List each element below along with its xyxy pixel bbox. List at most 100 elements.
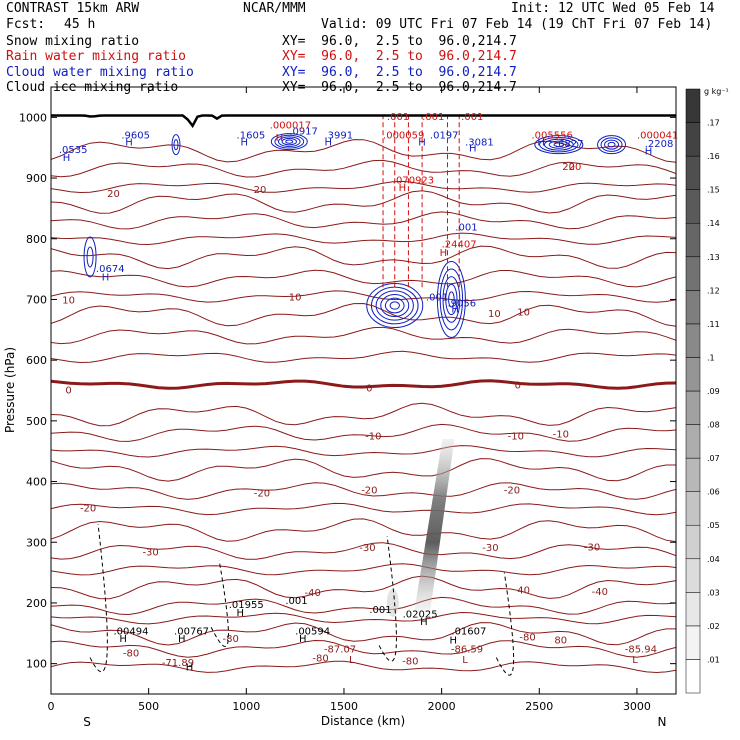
extremum-label: H	[186, 663, 194, 674]
extremum-label: .001	[422, 112, 444, 123]
extremum-label: H	[420, 617, 428, 628]
colorbar-swatch	[685, 122, 701, 157]
isotherm-line	[51, 502, 676, 516]
cloud-water-contour	[281, 137, 297, 146]
extremum-label: H	[645, 147, 653, 158]
extremum-label: .0535	[59, 145, 88, 156]
cloud-water-contour	[442, 276, 461, 323]
extremum-label: .000059	[383, 130, 424, 141]
cloud-water-contour	[277, 136, 301, 147]
isotherm-line	[51, 575, 676, 600]
x-tick-label: 1000	[232, 700, 260, 713]
model-label: CONTRAST 15km ARW	[6, 1, 140, 16]
isotherm-label: -30	[142, 547, 158, 558]
y-tick-label: 200	[26, 597, 47, 610]
isotherm-line	[51, 350, 676, 364]
extremum-label: 20	[569, 162, 582, 173]
extremum-label: H	[418, 138, 426, 149]
colorbar-tick-label: .17	[707, 119, 720, 128]
extremum-label: .0917	[289, 127, 318, 138]
x-axis-ticks: 0 500 1000 1500 2000 2500 3000	[48, 87, 651, 713]
isotherm-line	[51, 245, 676, 270]
colorbar-swatch	[685, 424, 701, 459]
cloud-water-contour	[370, 286, 419, 325]
colorbar: .01 .02 .03 .04 .05 .06 .07 .08 .09 .1 .11 .12 .13 .1…	[685, 88, 720, 694]
y-tick-label: 600	[26, 354, 47, 367]
cloud-water-contour	[270, 133, 308, 151]
extremum-label: H	[63, 153, 71, 164]
cloud-water-contour	[553, 142, 565, 147]
colorbar-tick-label: .16	[707, 152, 720, 161]
colorbar-swatch	[685, 457, 701, 492]
colorbar-swatch	[685, 88, 701, 123]
isotherm-line	[51, 423, 676, 442]
colorbar-swatch	[685, 222, 701, 258]
x-tick-label: 2000	[428, 700, 456, 713]
colorbar-swatch	[685, 155, 701, 190]
colorbar-swatch	[685, 625, 701, 660]
extremum-label: .01955	[229, 600, 264, 611]
isotherm-label: -87.07	[324, 644, 356, 655]
y-tick-label: 700	[26, 293, 47, 306]
isotherm-label: 10	[517, 308, 530, 319]
cloud-water-contour	[439, 268, 464, 331]
extremum-label: H	[440, 248, 448, 259]
colorbar-tick-label: .12	[707, 286, 720, 295]
extremum-label: H	[119, 634, 127, 645]
cloud-water-contour	[597, 135, 627, 155]
x-left-end-label: S	[83, 715, 91, 729]
x-axis-label: Distance (km)	[321, 714, 405, 728]
cloud-water-contour	[171, 134, 181, 156]
isotherm-label: 20	[254, 185, 267, 196]
fcst-value: 45 h	[64, 17, 96, 32]
isotherm-line	[51, 290, 676, 303]
field-cloudwater-name: Cloud water mixing ratio	[6, 65, 194, 80]
cloud-water-contour	[285, 139, 294, 144]
colorbar-swatch	[685, 390, 701, 425]
extremum-label: H	[276, 133, 284, 144]
colorbar-swatch	[685, 189, 701, 224]
extremum-label: .00767	[174, 626, 209, 637]
isotherm-line	[51, 211, 676, 230]
extremum-label: H	[178, 634, 186, 645]
extremum-label: .9605	[121, 130, 150, 141]
isotherm-line	[51, 445, 676, 458]
isotherm-line	[51, 139, 676, 163]
isotherm-label: 0	[65, 385, 71, 396]
y-tick-label: 100	[26, 658, 47, 671]
colorbar-swatch	[685, 290, 701, 325]
y-tick-label: 300	[26, 536, 47, 549]
extremum-label: H	[399, 183, 407, 194]
isotherm-label: L	[632, 655, 638, 666]
isotherm-line	[51, 326, 676, 345]
isotherm-line	[51, 660, 676, 674]
field-rain-name: Rain water mixing ratio	[6, 49, 187, 64]
colorbar-tick-label: .05	[707, 521, 720, 530]
colorbar-swatch	[685, 491, 701, 526]
x-tick-label: 3000	[623, 700, 651, 713]
y-tick-label: 900	[26, 172, 47, 185]
extremum-label: .001	[369, 605, 391, 616]
isotherm-label: -71.89	[162, 658, 194, 669]
isotherm-label: 10	[289, 292, 302, 303]
isotherm-label: 20	[107, 189, 120, 200]
extremum-label: .0197	[430, 130, 459, 141]
cloud-ice-contour	[378, 536, 397, 662]
isotherm-label: 80	[554, 635, 567, 646]
freezing-level-line	[51, 379, 676, 390]
extremum-label: .00594	[295, 626, 330, 637]
contour-labels: -71.89-80-80-80 L-87.07-80 L-86.59-80 80L-8…	[59, 112, 678, 674]
center-label: NCAR/MMM	[243, 1, 306, 16]
isotherm-line	[51, 302, 676, 327]
extremum-label: .9056	[447, 298, 476, 309]
cloud-water-contour	[389, 301, 400, 310]
colorbar-tick-label: .06	[707, 488, 720, 497]
isotherm-line	[51, 232, 676, 246]
isotherm-line	[51, 611, 676, 625]
cloud-water-contour	[448, 291, 455, 308]
isotherm-line	[51, 190, 676, 214]
valid-label: Valid: 09 UTC Fri 07 Feb 14 (19 ChT Fri …	[321, 17, 713, 32]
colorbar-tick-label: .13	[707, 253, 720, 262]
isotherm-line	[51, 482, 676, 500]
extremum-label: .070923	[393, 175, 434, 186]
